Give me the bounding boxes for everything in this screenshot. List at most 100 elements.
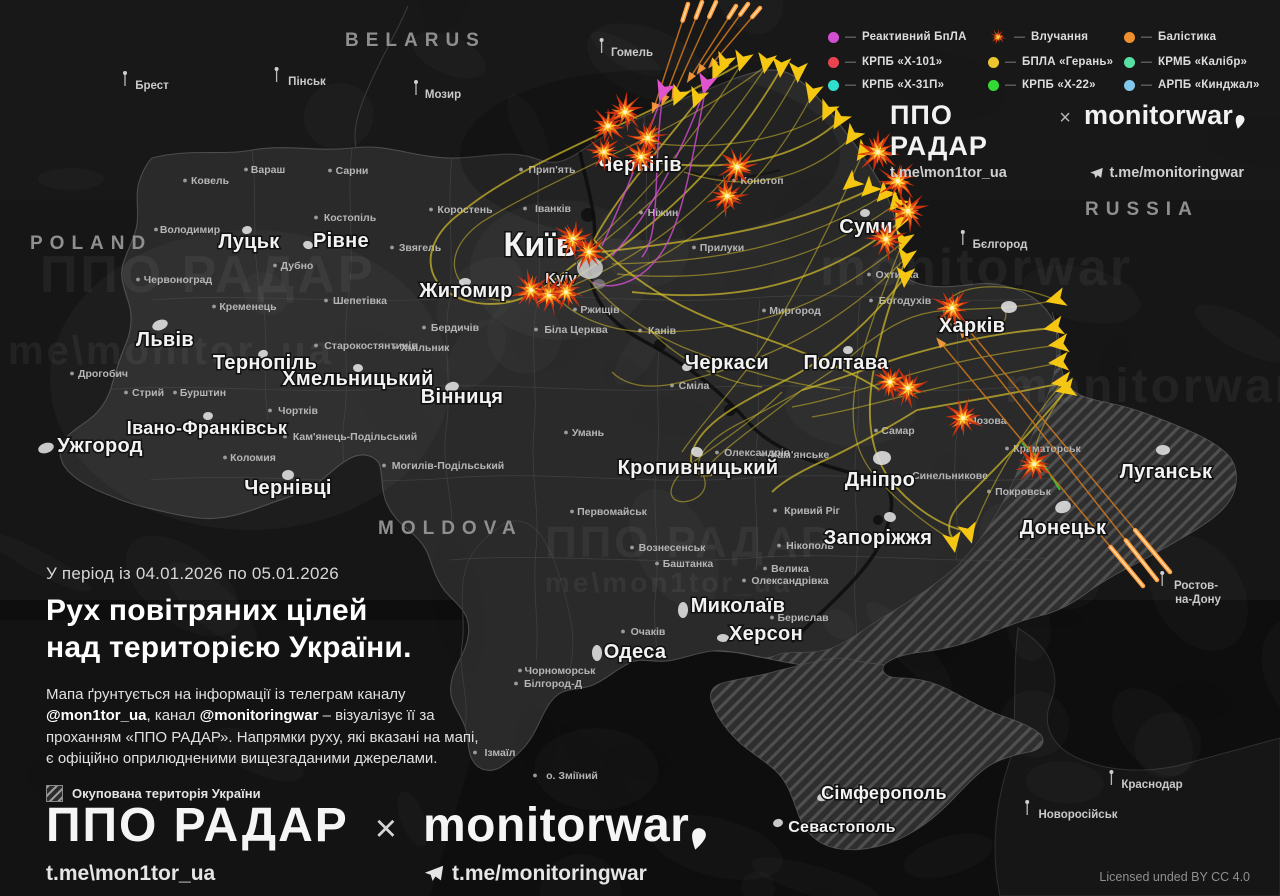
foreign-cities-layer: Брест Пінськ Мозир Гомель Бєлгород Ростов-на-… — [123, 38, 1222, 821]
explosion-icon — [572, 235, 609, 271]
town-marker-icon — [763, 566, 767, 571]
entry-arrow-icon — [1048, 351, 1070, 371]
svg-text:Вознесенськ: Вознесенськ — [639, 542, 706, 554]
town-marker-icon — [523, 206, 527, 211]
svg-text:Білгород-Д: Білгород-Д — [524, 678, 583, 690]
svg-text:Бердичів: Бердичів — [431, 322, 480, 334]
svg-text:Вінниця: Вінниця — [421, 386, 504, 408]
town-marker-icon — [173, 390, 177, 395]
entry-arrow-icon — [941, 530, 961, 553]
explosion-icon — [604, 91, 644, 132]
svg-text:Червоноград: Червоноград — [144, 274, 213, 286]
svg-text:MOLDOVA: MOLDOVA — [378, 518, 523, 539]
city-blobs-layer — [38, 208, 1170, 828]
svg-text:Синельникове: Синельникове — [912, 470, 988, 482]
license-label: Licensed unded BY CC 4.0 — [1099, 870, 1250, 884]
legend-dot-icon — [828, 31, 839, 43]
svg-text:Тернопіль: Тернопіль — [213, 352, 317, 374]
entry-arrow-icon — [657, 78, 676, 102]
town-marker-icon — [564, 430, 568, 435]
country-labels-layer: BELARUS POLAND MOLDOVA RUSSIA — [30, 30, 1192, 539]
entry-arrow-icon — [718, 50, 737, 74]
entry-arrow-icon — [1043, 315, 1066, 335]
legend-separator: — — [1141, 31, 1152, 43]
explosion-icon — [887, 368, 929, 410]
legend-separator: — — [845, 79, 856, 91]
explosions-layer — [510, 91, 1053, 482]
svg-text:Дубно: Дубно — [281, 260, 314, 272]
town-marker-icon — [762, 308, 766, 313]
legend-item: — АРПБ «Кинджал» — [1124, 79, 1259, 91]
town-marker-icon — [773, 508, 777, 513]
legend-item: — Реактивний БпЛА — [828, 29, 986, 45]
town-marker-icon — [273, 263, 277, 268]
town-marker-icon — [314, 215, 318, 220]
explosion-icon — [873, 364, 910, 403]
entry-arrow-icon — [1048, 333, 1070, 353]
svg-text:BELARUS: BELARUS — [345, 30, 486, 51]
description-paragraph: Мапа ґрунтується на інформації із телегр… — [46, 684, 486, 770]
ballistic-arrow-icon — [651, 102, 660, 114]
explosion-icon — [863, 221, 908, 262]
town-marker-icon — [533, 773, 537, 778]
svg-text:Богодухів: Богодухів — [879, 295, 932, 307]
town-marker-icon — [573, 307, 577, 312]
header-link-monitor[interactable]: t.me\mon1tor_ua — [890, 165, 1007, 181]
town-marker-icon — [869, 298, 873, 303]
explosion-icon — [510, 268, 554, 310]
footer-link-monitoringwar[interactable]: t.me/monitoringwar — [423, 862, 705, 886]
svg-text:Чернівці: Чернівці — [244, 477, 332, 499]
svg-text:Іванків: Іванків — [535, 203, 572, 215]
svg-text:POLAND: POLAND — [30, 233, 152, 254]
svg-text:Сарни: Сарни — [336, 165, 369, 177]
town-marker-icon — [655, 561, 659, 566]
svg-text:Олександрія: Олександрія — [724, 447, 790, 459]
footer-link-monitor[interactable]: t.me\mon1tor_ua — [46, 862, 216, 885]
explosion-icon — [625, 116, 670, 161]
svg-text:Очаків: Очаків — [631, 626, 666, 638]
svg-text:Кам'янське: Кам'янське — [771, 449, 830, 461]
reactive-uav-tracks-layer — [591, 85, 707, 287]
entry-arrow-icon — [889, 189, 910, 212]
svg-text:Чорноморськ: Чорноморськ — [525, 665, 597, 677]
svg-text:Ржищів: Ржищів — [580, 304, 620, 316]
explosion-icon — [944, 397, 984, 438]
occupied-hatch-swatch — [46, 784, 63, 802]
svg-text:Луганськ: Луганськ — [1120, 461, 1213, 483]
svg-text:Краснодар: Краснодар — [1121, 779, 1182, 791]
legend-separator: — — [1141, 56, 1152, 68]
legend-label: Балістика — [1158, 31, 1217, 43]
geran-entry-arrows-layer — [673, 49, 1078, 553]
header-link-monitoringwar[interactable]: t.me/monitoringwar — [1089, 165, 1244, 181]
svg-text:Львів: Львів — [136, 329, 194, 351]
town-marker-icon — [514, 681, 518, 686]
svg-text:Хмільник: Хмільник — [401, 342, 451, 354]
info-block: У період із 04.01.2026 по 05.01.2026 Рух… — [46, 564, 520, 802]
footer-brand-left: ППО РАДАР — [46, 799, 349, 852]
town-marker-icon — [314, 343, 318, 348]
legend-label: КРПБ «Х-31П» — [862, 79, 945, 91]
svg-text:Вараш: Вараш — [251, 164, 285, 176]
svg-text:Прилуки: Прилуки — [700, 242, 745, 254]
legend-label: КРМБ «Калібр» — [1158, 56, 1248, 68]
paragraph-text: Мапа ґрунтується на інформації із телегр… — [46, 685, 406, 703]
legend-label: БПЛА «Герань» — [1022, 56, 1114, 68]
svg-text:Новоросійськ: Новоросійськ — [1038, 809, 1117, 821]
legend-item: — КРПБ «Х-101» — [828, 56, 986, 68]
explosion-icon — [718, 146, 760, 187]
svg-text:Кривий Ріг: Кривий Ріг — [784, 505, 840, 517]
region-borders-layer — [99, 115, 1181, 661]
svg-text:Ізмаїл: Ізмаїл — [485, 747, 516, 759]
svg-text:на-Дону: на-Дону — [1175, 594, 1221, 606]
town-marker-icon — [390, 245, 394, 250]
svg-text:Луцьк: Луцьк — [218, 231, 280, 253]
svg-text:Бєлгород: Бєлгород — [973, 239, 1028, 251]
legend-label: АРПБ «Кинджал» — [1158, 79, 1260, 91]
occupied-legend-row: Окупована територія України — [46, 784, 520, 802]
svg-text:Чортків: Чортків — [278, 405, 318, 417]
svg-text:Сімферополь: Сімферополь — [821, 783, 947, 803]
svg-text:Полтава: Полтава — [804, 352, 890, 374]
town-marker-icon — [715, 450, 719, 455]
